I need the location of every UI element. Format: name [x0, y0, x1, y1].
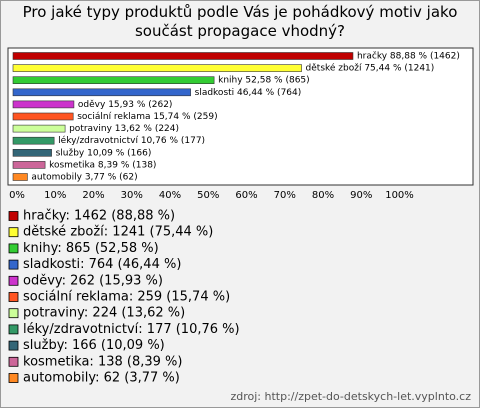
legend-label: sladkosti: 764 (46,44 %): [23, 257, 181, 272]
x-tick-label: 10%: [44, 190, 66, 201]
bar: [12, 173, 28, 181]
legend-swatch: [8, 356, 19, 367]
value-label: dětské zboží 75,44 % (1241): [306, 63, 435, 74]
bar: [12, 112, 74, 121]
legend-label: služby: 166 (10,09 %): [23, 338, 165, 353]
x-tick-label: 90%: [350, 190, 372, 201]
bar: [12, 149, 52, 157]
value-label: služby 10,09 % (166): [56, 148, 152, 158]
bar: [12, 64, 302, 72]
bar: [12, 161, 46, 169]
legend-label: oděvy: 262 (15,93 %): [23, 273, 163, 288]
x-tick-label: 70%: [274, 190, 296, 201]
x-tick-label: 50%: [197, 190, 219, 201]
legend-swatch: [8, 227, 19, 238]
bar: [12, 136, 55, 145]
legend-swatch: [8, 243, 19, 254]
legend-swatch: [8, 308, 19, 319]
bar: [12, 124, 66, 133]
legend-swatch: [8, 292, 19, 302]
legend-label: léky/zdravotnictví: 177 (10,76 %): [23, 322, 240, 337]
legend-label: sociální reklama: 259 (15,74 %): [23, 290, 230, 305]
legend-swatch: [8, 324, 19, 335]
x-tick-label: 20%: [82, 190, 104, 201]
value-label: potraviny 13,62 % (224): [69, 124, 179, 134]
legend-label: hračky: 1462 (88,88 %): [23, 209, 175, 224]
legend-label: automobily: 62 (3,77 %): [23, 371, 180, 386]
x-tick-label: 60%: [235, 190, 257, 201]
bar: [12, 76, 215, 84]
legend-swatch: [8, 275, 19, 286]
value-label: sociální reklama 15,74 % (259): [77, 112, 217, 122]
x-tick-label: 30%: [121, 190, 143, 201]
legend-swatch: [8, 211, 19, 221]
chart-title: Pro jaké typy produktů podle Vás je pohá…: [22, 3, 458, 40]
legend-label: kosmetika: 138 (8,39 %): [23, 354, 182, 369]
value-label: oděvy 15,93 % (262): [78, 100, 173, 110]
x-tick-label: 100%: [385, 190, 414, 201]
value-label: hračky 88,88 % (1462): [357, 51, 460, 62]
legend-label: dětské zboží: 1241 (75,44 %): [23, 225, 213, 240]
legend-label: knihy: 865 (52,58 %): [23, 241, 159, 256]
value-label: sladkosti 46,44 % (764): [195, 88, 302, 98]
x-tick-label: 40%: [159, 190, 181, 201]
source: zdroj: http://zpet-do-detskych-let.vypln…: [230, 390, 471, 403]
value-label: kosmetika 8,39 % (138): [49, 160, 156, 170]
x-tick-label: 0%: [9, 190, 25, 201]
bar: [12, 100, 75, 109]
x-tick-label: 80%: [312, 190, 334, 201]
legend-swatch: [8, 373, 19, 383]
legend-label: potraviny: 224 (13,62 %): [23, 306, 185, 321]
value-label: léky/zdravotnictví 10,76 % (177): [58, 135, 205, 146]
value-label: knihy 52,58 % (865): [218, 76, 310, 86]
bar: [12, 52, 354, 60]
bar: [12, 88, 191, 97]
legend-swatch: [8, 259, 19, 270]
legend-swatch: [8, 340, 19, 351]
value-label: automobily 3,77 % (62): [31, 173, 137, 183]
